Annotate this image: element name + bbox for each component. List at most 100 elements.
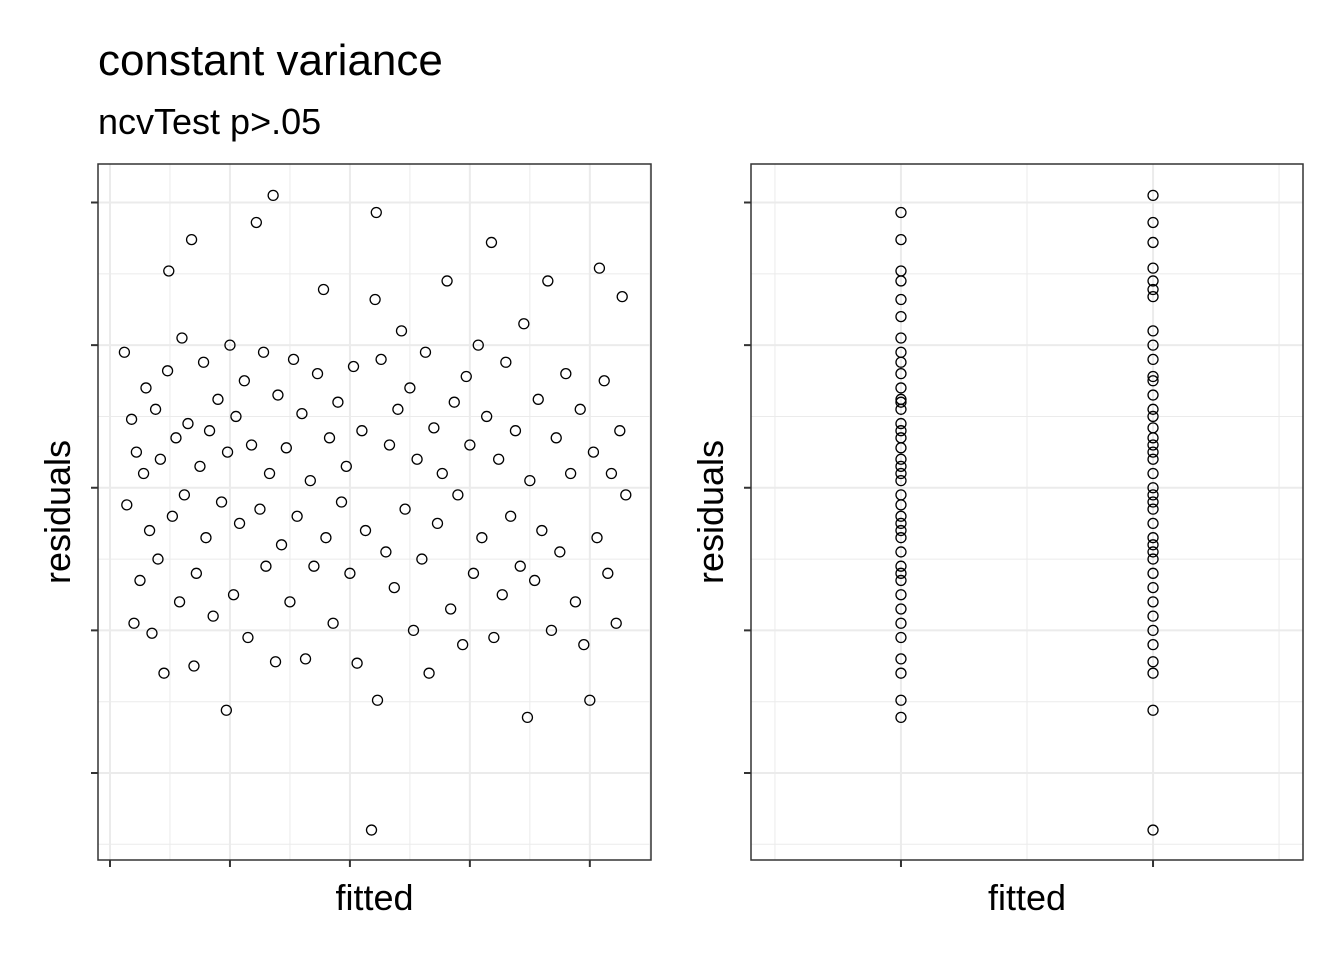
point	[291, 510, 303, 522]
point	[332, 396, 344, 408]
point	[118, 346, 131, 358]
point	[895, 603, 907, 615]
point	[1147, 446, 1159, 458]
point	[895, 368, 907, 380]
point	[1147, 567, 1159, 579]
point	[528, 574, 541, 587]
point	[137, 467, 150, 480]
point	[215, 496, 228, 508]
point	[423, 667, 435, 679]
point	[344, 567, 356, 579]
point	[602, 567, 614, 579]
point	[1147, 482, 1159, 494]
point	[224, 339, 236, 351]
point	[340, 460, 352, 473]
point	[158, 667, 170, 679]
point	[895, 667, 907, 679]
point	[152, 553, 164, 565]
point	[369, 293, 381, 306]
point	[550, 432, 562, 444]
point	[1147, 824, 1159, 836]
point	[227, 589, 240, 601]
point	[1147, 216, 1159, 229]
point	[448, 396, 460, 408]
point	[311, 368, 324, 380]
point	[419, 346, 432, 358]
chart-subtitle: ncvTest p>.05	[98, 101, 321, 142]
point	[185, 233, 198, 246]
point	[514, 560, 526, 572]
point	[230, 410, 242, 423]
point	[280, 442, 292, 454]
point	[1147, 610, 1159, 622]
point	[1147, 503, 1159, 515]
chart-title: constant variance	[98, 36, 443, 85]
point	[220, 704, 233, 716]
point	[1147, 553, 1159, 565]
point	[257, 346, 270, 358]
point	[598, 375, 610, 387]
point	[578, 638, 590, 651]
point	[317, 283, 330, 296]
point	[610, 617, 622, 629]
point	[356, 425, 368, 437]
point	[436, 467, 448, 480]
point	[392, 403, 404, 415]
point	[574, 403, 586, 415]
y-axis-label: residuals	[37, 440, 78, 584]
point	[1147, 410, 1159, 423]
point	[250, 216, 262, 229]
point	[895, 631, 907, 644]
point	[304, 474, 316, 487]
point	[1147, 496, 1159, 508]
point	[569, 596, 582, 608]
point	[895, 382, 907, 394]
point	[143, 524, 156, 537]
point	[441, 275, 453, 287]
point	[411, 453, 423, 465]
point	[545, 624, 558, 637]
point	[154, 453, 167, 465]
point	[323, 432, 336, 444]
point	[554, 546, 566, 558]
point	[121, 499, 133, 511]
point	[524, 474, 536, 487]
point	[284, 596, 296, 608]
point	[200, 532, 212, 544]
point	[1147, 517, 1159, 530]
point	[380, 546, 392, 558]
point	[1147, 262, 1159, 274]
point	[616, 290, 628, 303]
point	[428, 422, 440, 434]
point	[620, 489, 632, 501]
point	[176, 332, 188, 344]
point	[1147, 638, 1159, 651]
point	[320, 532, 332, 544]
point	[1147, 432, 1159, 444]
point	[895, 293, 907, 306]
point	[178, 489, 191, 501]
point	[1147, 596, 1159, 608]
point	[375, 353, 387, 366]
point	[296, 407, 308, 420]
point	[1147, 370, 1159, 383]
point	[1147, 339, 1159, 351]
point	[1147, 489, 1159, 501]
point	[1147, 539, 1159, 551]
point	[895, 574, 907, 587]
point	[500, 356, 512, 368]
point	[895, 694, 907, 706]
point	[895, 589, 907, 601]
point	[593, 262, 606, 274]
point	[481, 410, 493, 423]
point	[564, 467, 577, 480]
point	[895, 425, 907, 437]
point	[895, 524, 907, 537]
point	[407, 624, 420, 637]
point	[351, 657, 363, 669]
point	[1147, 389, 1159, 401]
point	[128, 617, 140, 629]
point	[233, 517, 246, 530]
point	[173, 596, 186, 608]
